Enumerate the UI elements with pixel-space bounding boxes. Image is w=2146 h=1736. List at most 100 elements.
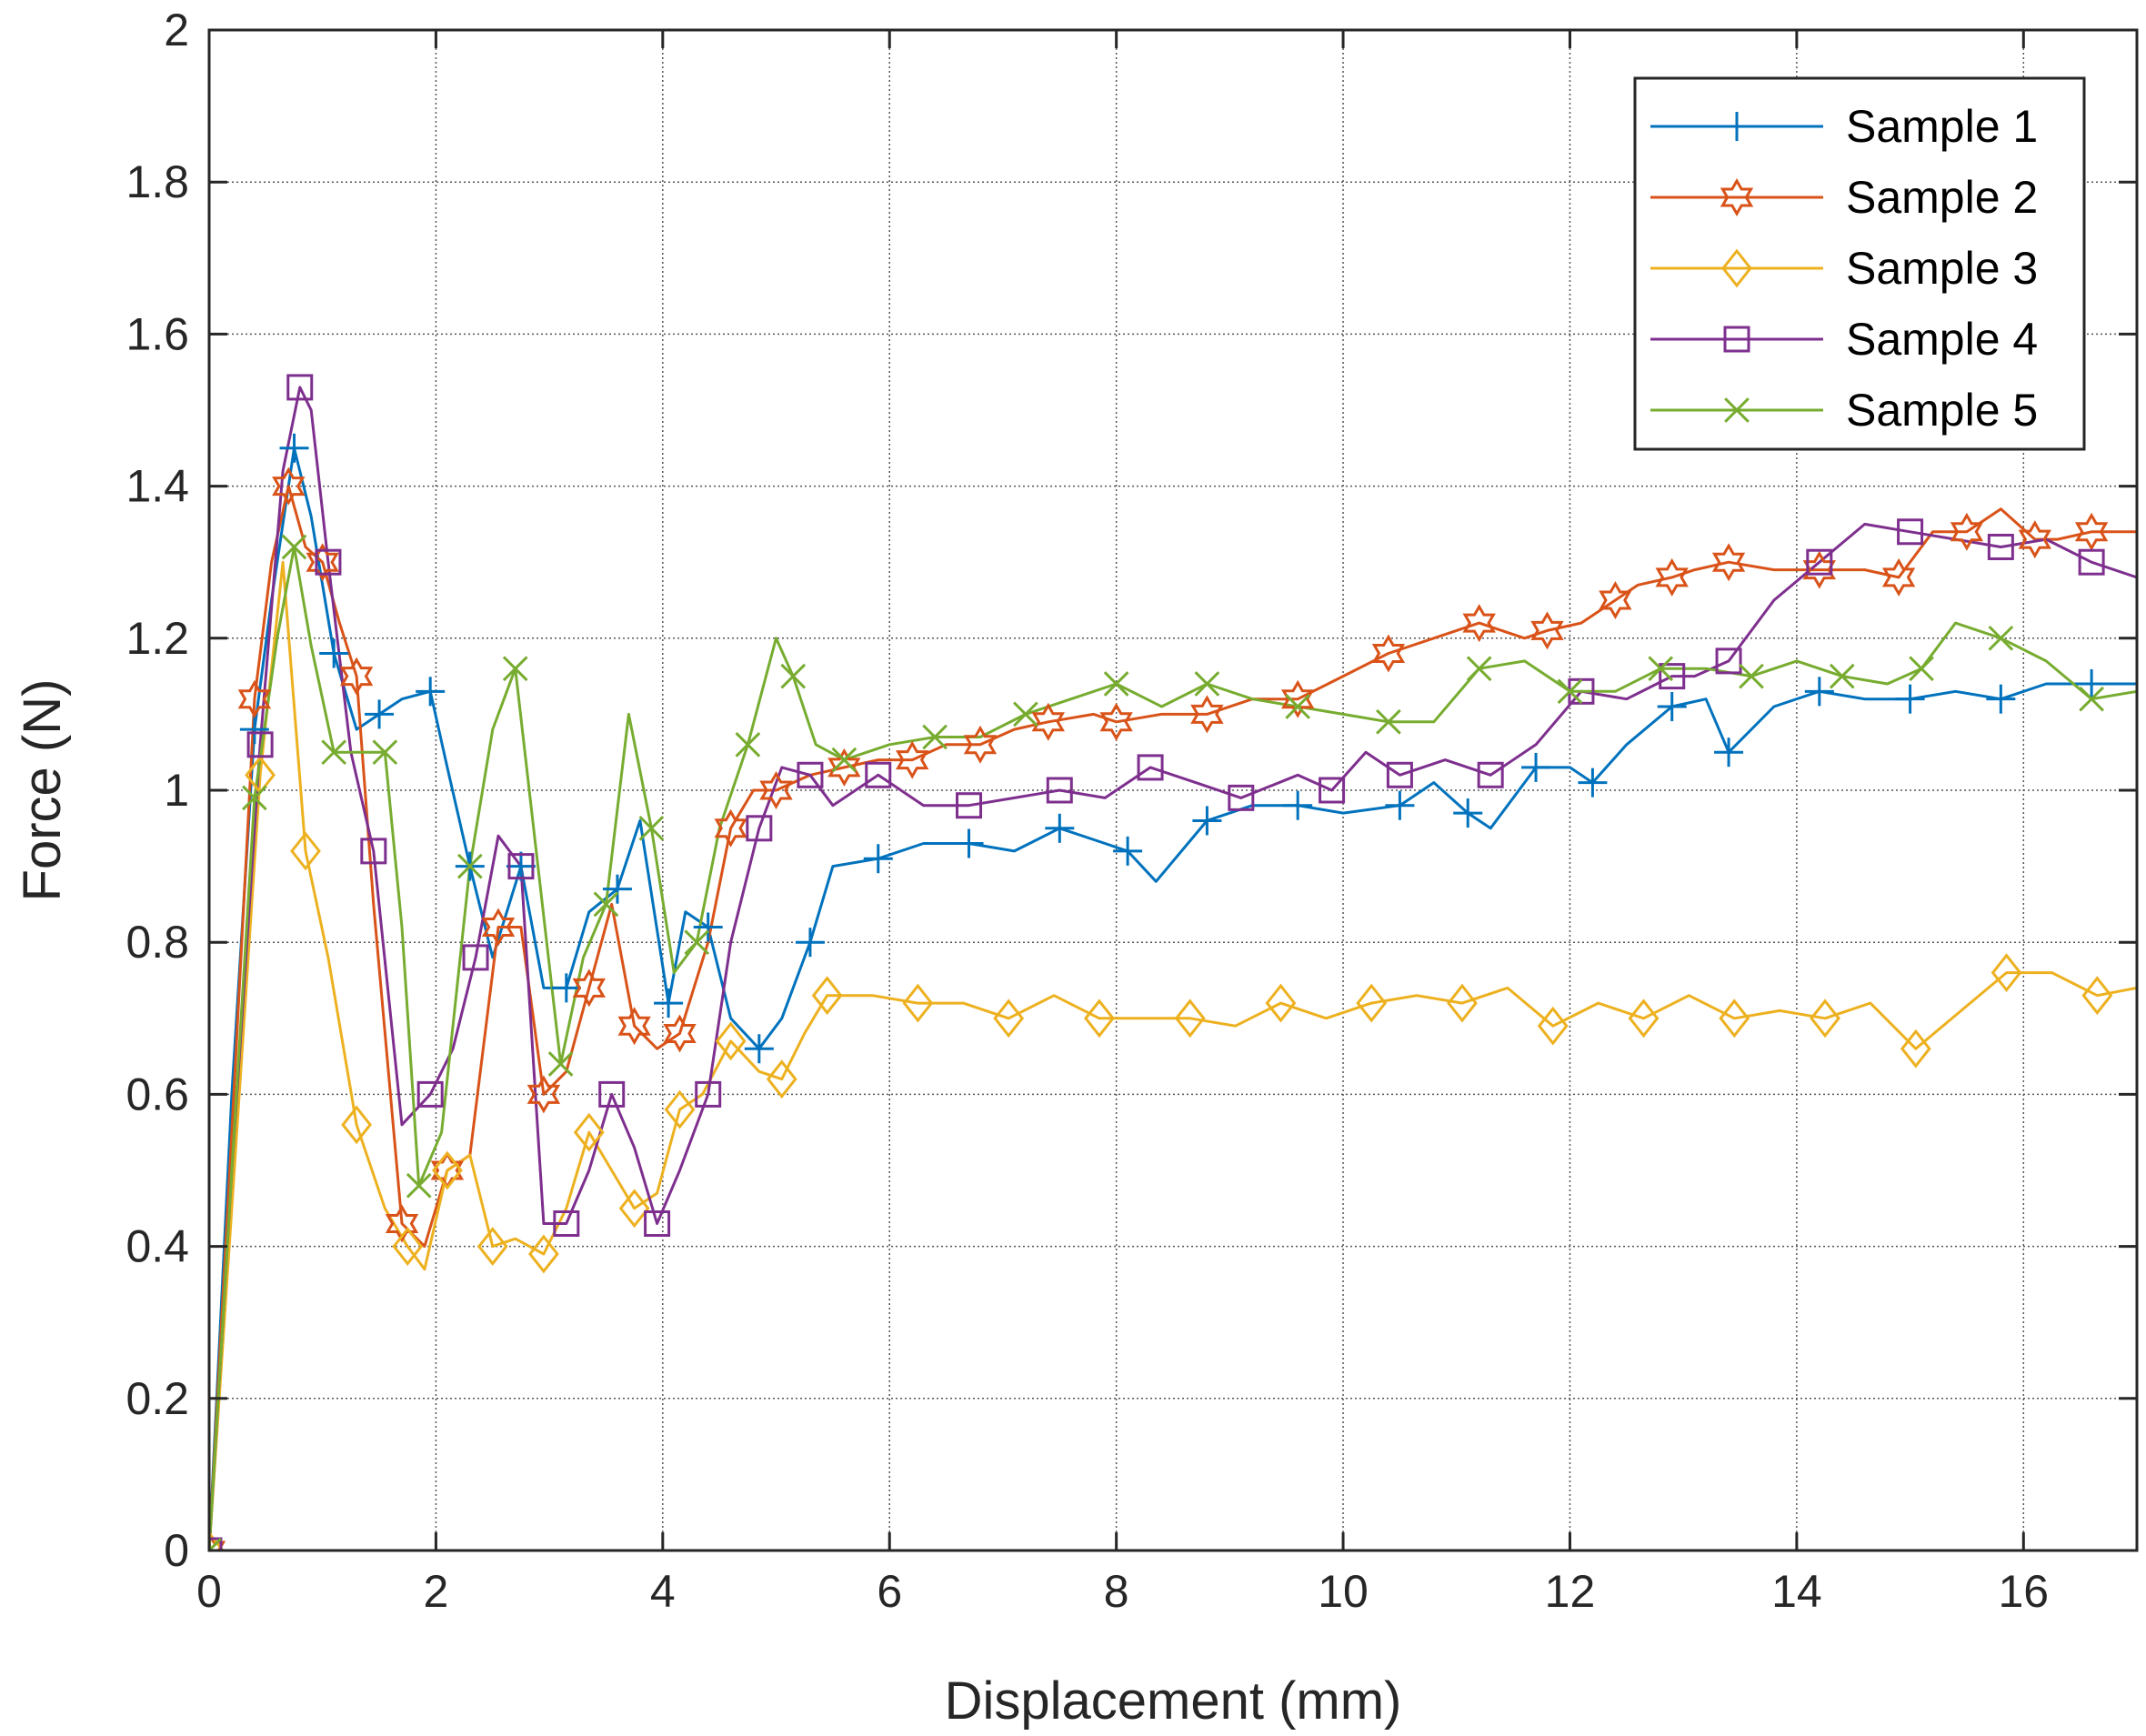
data-point-sample-4	[462, 944, 489, 971]
data-point-sample-1	[1714, 738, 1744, 768]
data-point-sample-1	[1453, 798, 1483, 828]
data-point-sample-2	[237, 679, 272, 718]
legend-item-sample-4: Sample 4	[1650, 314, 2038, 365]
data-point-sample-1	[1113, 836, 1143, 866]
series-line-sample-3	[209, 560, 2137, 1550]
x-tick-label: 8	[1104, 1566, 1129, 1617]
data-point-sample-1	[954, 828, 984, 858]
data-point-sample-2	[1031, 702, 1065, 741]
data-point-sample-2	[963, 725, 998, 764]
legend-item-sample-1: Sample 1	[1650, 101, 2038, 152]
data-point-sample-1	[602, 874, 632, 904]
data-point-sample-5	[502, 656, 528, 682]
axis-ticks	[207, 28, 2137, 1552]
data-point-sample-2	[1655, 557, 1689, 597]
data-point-sample-2	[714, 808, 747, 848]
data-point-sample-3	[618, 1189, 650, 1229]
y-tick-label: 1.8	[125, 156, 189, 207]
data-point-sample-1	[654, 988, 684, 1019]
y-tick-label: 1.2	[125, 613, 189, 664]
data-point-sample-3	[1174, 998, 1206, 1039]
data-point-sample-3	[573, 1112, 605, 1152]
data-point-sample-3	[1991, 953, 2022, 993]
data-point-sample-2	[759, 771, 793, 809]
data-point-sample-4	[1477, 761, 1504, 788]
legend-marker	[1720, 178, 1754, 216]
legend-marker	[1723, 326, 1750, 353]
data-point-sample-3	[766, 1059, 797, 1099]
legend-item-sample-3: Sample 3	[1650, 243, 2038, 294]
data-point-sample-4	[1715, 647, 1742, 675]
data-point-sample-4	[315, 548, 342, 576]
legend-item-sample-5: Sample 5	[1650, 385, 2038, 436]
legend-label: Sample 4	[1846, 314, 2038, 365]
data-point-sample-4	[2078, 548, 2105, 576]
data-point-sample-2	[663, 1014, 697, 1053]
data-point-sample-2	[1950, 512, 1984, 551]
data-point-sample-3	[476, 1227, 508, 1267]
data-point-sample-5	[780, 663, 807, 689]
data-point-sample-4	[1046, 777, 1073, 804]
data-point-sample-4	[507, 853, 535, 880]
data-point-sample-2	[1802, 550, 1836, 589]
data-point-sample-5	[1829, 663, 1855, 689]
data-point-sample-4	[1987, 533, 2014, 560]
data-point-sample-3	[902, 983, 934, 1023]
legend-label: Sample 1	[1846, 101, 2038, 152]
data-point-sample-3	[1265, 983, 1297, 1023]
data-point-sample-2	[1881, 557, 1916, 597]
data-point-sample-4	[246, 731, 274, 758]
data-point-sample-4	[1228, 784, 1255, 811]
data-point-sample-2	[526, 1075, 561, 1114]
data-point-sample-2	[1281, 679, 1315, 718]
data-point-sample-1	[1804, 677, 1834, 707]
y-tick-label: 1.4	[125, 461, 189, 512]
data-point-sample-3	[341, 1105, 373, 1145]
data-point-sample-2	[1530, 611, 1564, 650]
data-point-sample-5	[1376, 708, 1401, 735]
data-point-sample-1	[1192, 806, 1222, 836]
y-tick-label: 1.6	[125, 308, 189, 359]
data-point-sample-1	[693, 912, 723, 942]
y-tick-label: 1	[164, 765, 189, 816]
data-point-sample-3	[527, 1234, 559, 1274]
data-point-sample-5	[321, 739, 347, 766]
data-point-sample-2	[1599, 581, 1632, 619]
data-point-sample-4	[865, 761, 892, 788]
legend-item-sample-2: Sample 2	[1650, 172, 2038, 223]
data-point-sample-2	[481, 908, 516, 947]
data-point-sample-4	[598, 1080, 626, 1108]
data-point-sample-4	[695, 1080, 722, 1108]
data-point-sample-5	[1739, 663, 1764, 689]
data-point-sample-1	[2077, 668, 2107, 698]
data-point-sample-2	[272, 467, 306, 506]
data-point-sample-2	[1711, 543, 1746, 582]
data-point-sample-5	[1648, 656, 1674, 682]
data-point-sample-4	[553, 1210, 580, 1238]
data-point-sample-3	[1084, 998, 1115, 1039]
data-point-sample-3	[1447, 983, 1478, 1023]
y-tick-label: 0.8	[125, 917, 189, 968]
legend-marker	[1721, 248, 1752, 288]
x-tick-labels: 0 2 4 6 8 10 12 14 16	[196, 1566, 2049, 1617]
data-point-sample-2	[2074, 512, 2109, 551]
data-point-sample-5	[281, 534, 307, 560]
data-point-sample-2	[1462, 604, 1496, 643]
data-point-sample-1	[1578, 768, 1608, 798]
legend: Sample 1 Sample 2 Sample 3 Sample 4 Sample 5	[1633, 76, 2086, 451]
legend-marker	[1722, 112, 1751, 141]
data-point-sample-1	[279, 433, 309, 463]
legend-label: Sample 2	[1846, 172, 2038, 223]
data-point-sample-2	[896, 740, 929, 779]
data-point-sample-4	[1897, 518, 1924, 546]
data-point-sample-4	[1659, 663, 1686, 690]
data-point-sample-2	[1190, 695, 1224, 734]
data-point-sample-4	[1806, 548, 1833, 576]
data-point-sample-1	[863, 844, 893, 874]
data-point-sample-5	[2079, 686, 2104, 712]
x-tick-label: 10	[1318, 1566, 1369, 1617]
data-point-sample-1	[1385, 790, 1415, 820]
x-axis-label: Displacement (mm)	[945, 1671, 1402, 1731]
data-point-sample-3	[392, 1227, 424, 1267]
